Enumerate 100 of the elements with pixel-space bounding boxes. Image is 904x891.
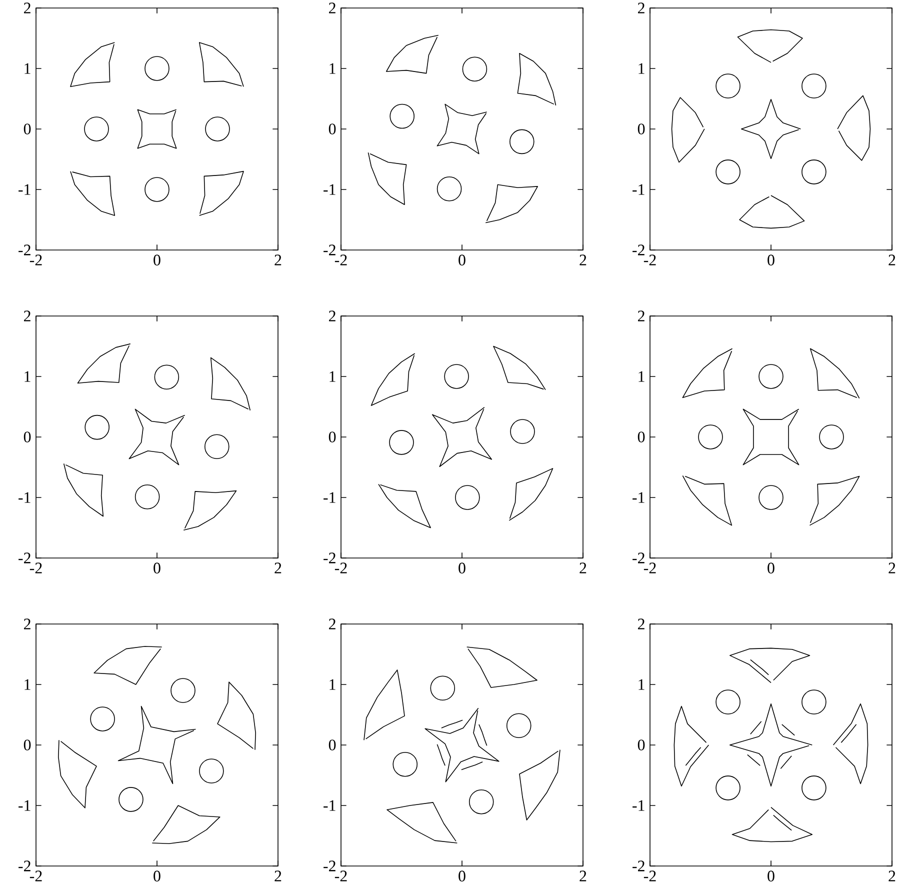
line-series xyxy=(118,706,196,784)
x-tick-label: 0 xyxy=(768,254,774,266)
y-tick-label: -1 xyxy=(324,184,336,195)
y-tick-label: 1 xyxy=(638,371,644,382)
line-series xyxy=(198,170,244,216)
line-series xyxy=(739,195,805,229)
line-series xyxy=(210,357,251,411)
x-tick-label: 2 xyxy=(274,562,282,574)
x-tick-label: 2 xyxy=(274,870,282,882)
y-tick-label: -2 xyxy=(632,244,644,256)
point xyxy=(84,414,110,440)
line-series xyxy=(152,805,220,844)
line-series xyxy=(840,724,857,743)
y-tick-label: -1 xyxy=(18,492,30,503)
line-series xyxy=(682,348,733,398)
line-series xyxy=(370,353,416,406)
point xyxy=(468,789,494,814)
point xyxy=(170,678,196,703)
y-tick-label: 2 xyxy=(638,618,644,630)
point xyxy=(444,364,469,389)
point xyxy=(819,424,844,450)
y-tick-label: -1 xyxy=(18,800,30,811)
line-series xyxy=(378,484,431,528)
y-tick-label: 0 xyxy=(24,124,31,134)
y-tick-label: -2 xyxy=(324,244,336,256)
y-tick-label: 0 xyxy=(638,740,645,750)
line-series xyxy=(466,646,538,688)
point xyxy=(758,364,784,389)
line-series xyxy=(198,42,244,88)
y-tick-label: 1 xyxy=(330,63,336,74)
line-series xyxy=(809,476,860,526)
y-tick-label: 2 xyxy=(329,310,336,322)
y-tick-label: 2 xyxy=(24,618,30,630)
y-tick-label: 1 xyxy=(24,679,30,690)
line-series xyxy=(70,170,116,216)
line-series xyxy=(682,475,732,526)
line-series xyxy=(671,97,705,163)
y-tick-label: 2 xyxy=(638,2,644,14)
line-series xyxy=(424,708,500,782)
y-tick-label: -1 xyxy=(18,184,30,195)
y-tick-label: 1 xyxy=(330,371,336,382)
x-tick-label: 0 xyxy=(458,870,466,882)
line-series xyxy=(436,744,446,766)
point xyxy=(510,419,535,444)
line-series xyxy=(77,343,131,384)
y-tick-label: -1 xyxy=(632,800,644,811)
x-tick-label: 2 xyxy=(888,870,896,882)
y-tick-label: -2 xyxy=(324,552,336,564)
point xyxy=(144,177,170,202)
y-tick-label: 2 xyxy=(638,310,644,322)
line-series xyxy=(832,703,868,784)
x-tick-label: 0 xyxy=(768,870,774,882)
x-tick-label: 2 xyxy=(274,254,282,266)
line-series xyxy=(742,408,800,466)
line-series xyxy=(737,29,803,63)
point xyxy=(90,706,115,732)
point xyxy=(455,485,480,510)
y-tick-label: -2 xyxy=(324,860,336,872)
line-series xyxy=(485,184,538,224)
point xyxy=(698,424,723,450)
point xyxy=(462,56,488,82)
y-tick-label: 2 xyxy=(24,310,30,322)
y-tick-label: -2 xyxy=(632,552,644,564)
y-tick-label: 0 xyxy=(328,740,336,750)
point xyxy=(154,364,180,390)
y-tick-label: 0 xyxy=(24,740,31,750)
y-tick-label: -2 xyxy=(18,244,30,256)
line-series xyxy=(837,95,871,161)
x-tick-label: 2 xyxy=(888,254,896,266)
line-series xyxy=(493,346,546,390)
y-tick-label: 2 xyxy=(329,618,336,630)
x-tick-label: 0 xyxy=(458,254,466,266)
line-series xyxy=(386,802,458,844)
line-series xyxy=(773,814,792,831)
line-series xyxy=(137,109,177,149)
x-tick-label: 0 xyxy=(458,562,466,574)
point xyxy=(84,116,109,142)
point xyxy=(199,758,224,784)
line-series xyxy=(732,806,813,842)
y-tick-label: 1 xyxy=(24,63,30,74)
x-tick-label: 2 xyxy=(888,562,896,574)
line-series xyxy=(368,152,407,206)
point xyxy=(758,485,784,510)
line-series xyxy=(436,104,488,154)
y-tick-label: -1 xyxy=(632,492,644,503)
line-series xyxy=(58,740,97,808)
line-series xyxy=(70,42,116,88)
x-tick-label: 0 xyxy=(154,562,160,574)
y-tick-label: -2 xyxy=(18,860,30,872)
y-tick-label: 1 xyxy=(24,371,30,382)
line-series xyxy=(740,98,802,160)
point xyxy=(430,676,456,701)
y-tick-label: 1 xyxy=(638,63,644,74)
point xyxy=(436,176,462,202)
line-series xyxy=(183,490,237,531)
line-series xyxy=(519,749,560,820)
line-series xyxy=(508,468,554,521)
y-tick-label: 0 xyxy=(638,432,645,442)
line-series xyxy=(128,408,186,466)
point xyxy=(506,713,532,738)
